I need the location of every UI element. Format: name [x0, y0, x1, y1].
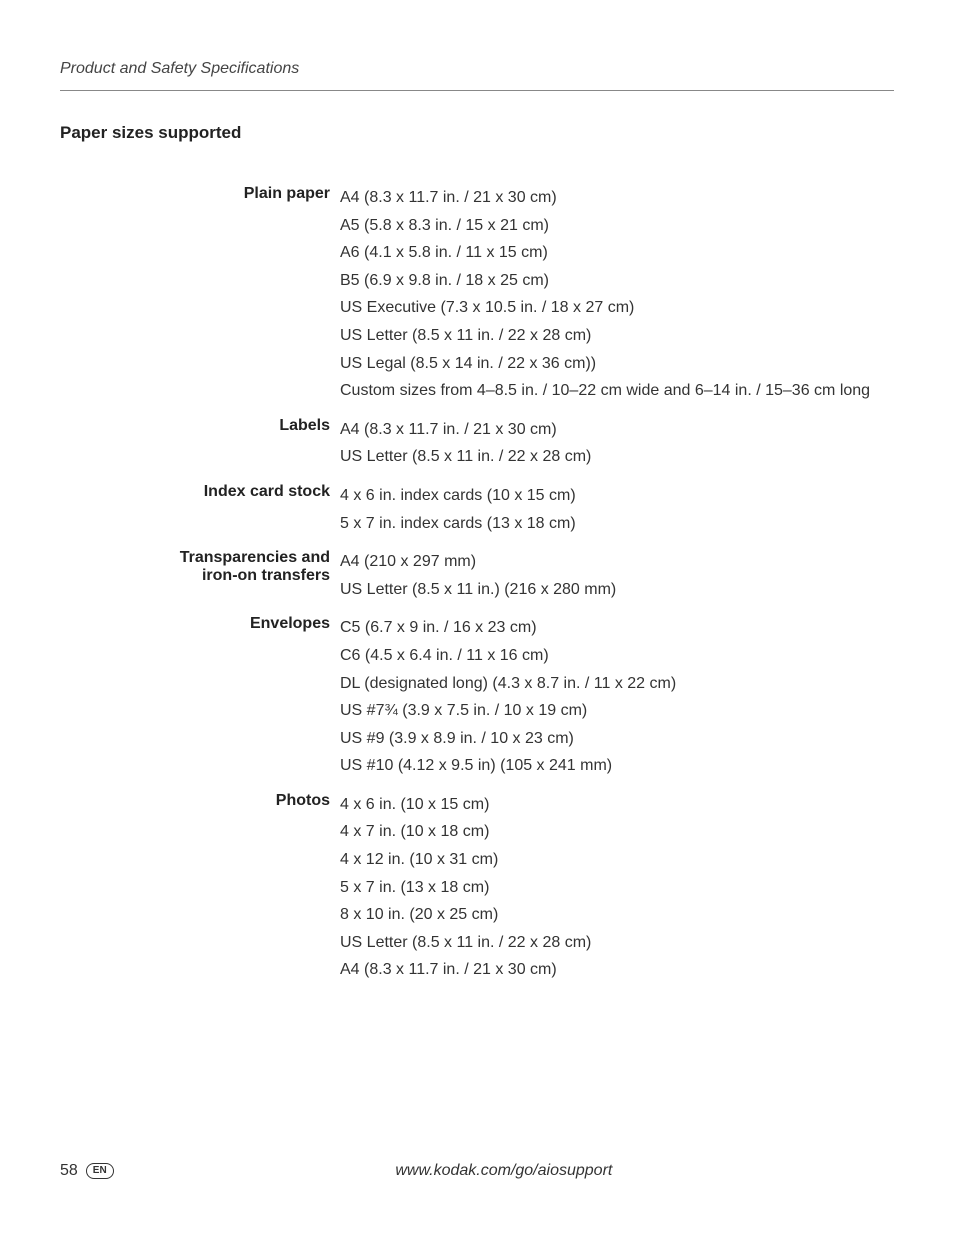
value-line: Custom sizes from 4–8.5 in. / 10–22 cm w…	[340, 378, 894, 404]
value-line: 5 x 7 in. (13 x 18 cm)	[340, 875, 894, 901]
value-line: C6 (4.5 x 6.4 in. / 11 x 16 cm)	[340, 643, 894, 669]
value-line: US Letter (8.5 x 11 in.) (216 x 280 mm)	[340, 577, 894, 603]
value-line: 5 x 7 in. index cards (13 x 18 cm)	[340, 511, 894, 537]
value-line: B5 (6.9 x 9.8 in. / 18 x 25 cm)	[340, 268, 894, 294]
value-line: US Letter (8.5 x 11 in. / 22 x 28 cm)	[340, 930, 894, 956]
language-badge: EN	[86, 1163, 114, 1179]
spec-row-envelopes: Envelopes C5 (6.7 x 9 in. / 16 x 23 cm) …	[60, 615, 894, 781]
spec-label-line1: Transparencies and	[180, 549, 330, 566]
spec-label-line2: iron-on transfers	[60, 567, 330, 585]
footer-url: www.kodak.com/go/aiosupport	[114, 1162, 894, 1180]
value-line: A4 (8.3 x 11.7 in. / 21 x 30 cm)	[340, 957, 894, 983]
value-line: US Letter (8.5 x 11 in. / 22 x 28 cm)	[340, 323, 894, 349]
spec-row-photos: Photos 4 x 6 in. (10 x 15 cm) 4 x 7 in. …	[60, 792, 894, 985]
value-line: US #9 (3.9 x 8.9 in. / 10 x 23 cm)	[340, 726, 894, 752]
spec-row-index-card: Index card stock 4 x 6 in. index cards (…	[60, 483, 894, 538]
value-line: A4 (8.3 x 11.7 in. / 21 x 30 cm)	[340, 185, 894, 211]
value-line: US Executive (7.3 x 10.5 in. / 18 x 27 c…	[340, 295, 894, 321]
value-line: A4 (210 x 297 mm)	[340, 549, 894, 575]
running-head: Product and Safety Specifications	[60, 60, 894, 78]
spec-row-plain-paper: Plain paper A4 (8.3 x 11.7 in. / 21 x 30…	[60, 185, 894, 406]
spec-values: C5 (6.7 x 9 in. / 16 x 23 cm) C6 (4.5 x …	[340, 615, 894, 781]
page-number: 58	[60, 1162, 78, 1180]
value-line: 4 x 7 in. (10 x 18 cm)	[340, 819, 894, 845]
value-line: US Letter (8.5 x 11 in. / 22 x 28 cm)	[340, 444, 894, 470]
spec-label: Plain paper	[60, 185, 340, 203]
value-line: 4 x 12 in. (10 x 31 cm)	[340, 847, 894, 873]
spec-label: Index card stock	[60, 483, 340, 501]
value-line: 4 x 6 in. (10 x 15 cm)	[340, 792, 894, 818]
value-line: DL (designated long) (4.3 x 8.7 in. / 11…	[340, 671, 894, 697]
page-footer: 58 EN www.kodak.com/go/aiosupport	[60, 1162, 894, 1180]
value-line: A6 (4.1 x 5.8 in. / 11 x 15 cm)	[340, 240, 894, 266]
value-line: A4 (8.3 x 11.7 in. / 21 x 30 cm)	[340, 417, 894, 443]
value-line: US Legal (8.5 x 14 in. / 22 x 36 cm))	[340, 351, 894, 377]
spec-label: Transparencies and iron-on transfers	[60, 549, 340, 585]
spec-values: A4 (210 x 297 mm) US Letter (8.5 x 11 in…	[340, 549, 894, 604]
value-line: US #10 (4.12 x 9.5 in) (105 x 241 mm)	[340, 753, 894, 779]
section-title: Paper sizes supported	[60, 123, 894, 143]
value-line: A5 (5.8 x 8.3 in. / 15 x 21 cm)	[340, 213, 894, 239]
spec-values: A4 (8.3 x 11.7 in. / 21 x 30 cm) A5 (5.8…	[340, 185, 894, 406]
value-line: 8 x 10 in. (20 x 25 cm)	[340, 902, 894, 928]
value-line: 4 x 6 in. index cards (10 x 15 cm)	[340, 483, 894, 509]
spec-label: Photos	[60, 792, 340, 810]
spec-table: Plain paper A4 (8.3 x 11.7 in. / 21 x 30…	[60, 185, 894, 985]
spec-row-labels: Labels A4 (8.3 x 11.7 in. / 21 x 30 cm) …	[60, 417, 894, 472]
spec-label: Envelopes	[60, 615, 340, 633]
spec-values: 4 x 6 in. (10 x 15 cm) 4 x 7 in. (10 x 1…	[340, 792, 894, 985]
spec-row-transparencies: Transparencies and iron-on transfers A4 …	[60, 549, 894, 604]
spec-values: 4 x 6 in. index cards (10 x 15 cm) 5 x 7…	[340, 483, 894, 538]
spec-values: A4 (8.3 x 11.7 in. / 21 x 30 cm) US Lett…	[340, 417, 894, 472]
value-line: C5 (6.7 x 9 in. / 16 x 23 cm)	[340, 615, 894, 641]
running-head-container: Product and Safety Specifications	[60, 60, 894, 91]
spec-label: Labels	[60, 417, 340, 435]
value-line: US #7¾ (3.9 x 7.5 in. / 10 x 19 cm)	[340, 698, 894, 724]
